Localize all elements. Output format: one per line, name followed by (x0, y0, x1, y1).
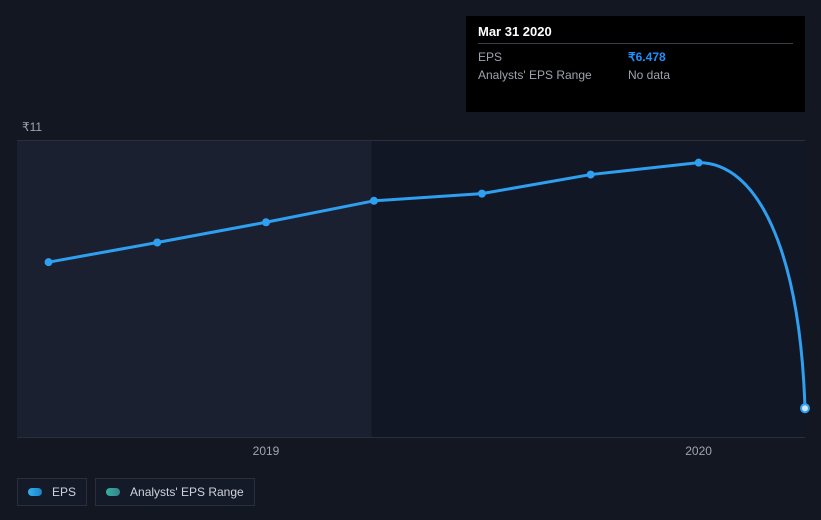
tooltip-label: EPS (478, 48, 628, 66)
eps-chart[interactable] (17, 140, 805, 438)
tooltip-value: No data (628, 66, 670, 84)
legend-label: Analysts' EPS Range (130, 485, 244, 499)
legend-item-range[interactable]: Analysts' EPS Range (95, 478, 255, 506)
x-axis: 2019 2020 (17, 444, 805, 462)
legend-swatch-icon (28, 488, 42, 496)
x-tick-2019: 2019 (253, 444, 280, 458)
legend-label: EPS (52, 485, 76, 499)
x-tick-2020: 2020 (685, 444, 712, 458)
legend-item-eps[interactable]: EPS (17, 478, 87, 506)
tooltip-row-eps: EPS ₹6.478 (478, 48, 793, 66)
tooltip-date: Mar 31 2020 (478, 24, 793, 44)
legend-swatch-icon (106, 488, 120, 496)
y-axis-label-top: ₹11 (22, 120, 42, 134)
tooltip-value: ₹6.478 (628, 48, 666, 66)
chart-legend: EPS Analysts' EPS Range (17, 478, 255, 506)
tooltip-row-range: Analysts' EPS Range No data (478, 66, 793, 84)
chart-svg (17, 140, 805, 438)
chart-tooltip: Mar 31 2020 EPS ₹6.478 Analysts' EPS Ran… (466, 16, 805, 112)
tooltip-label: Analysts' EPS Range (478, 66, 628, 84)
